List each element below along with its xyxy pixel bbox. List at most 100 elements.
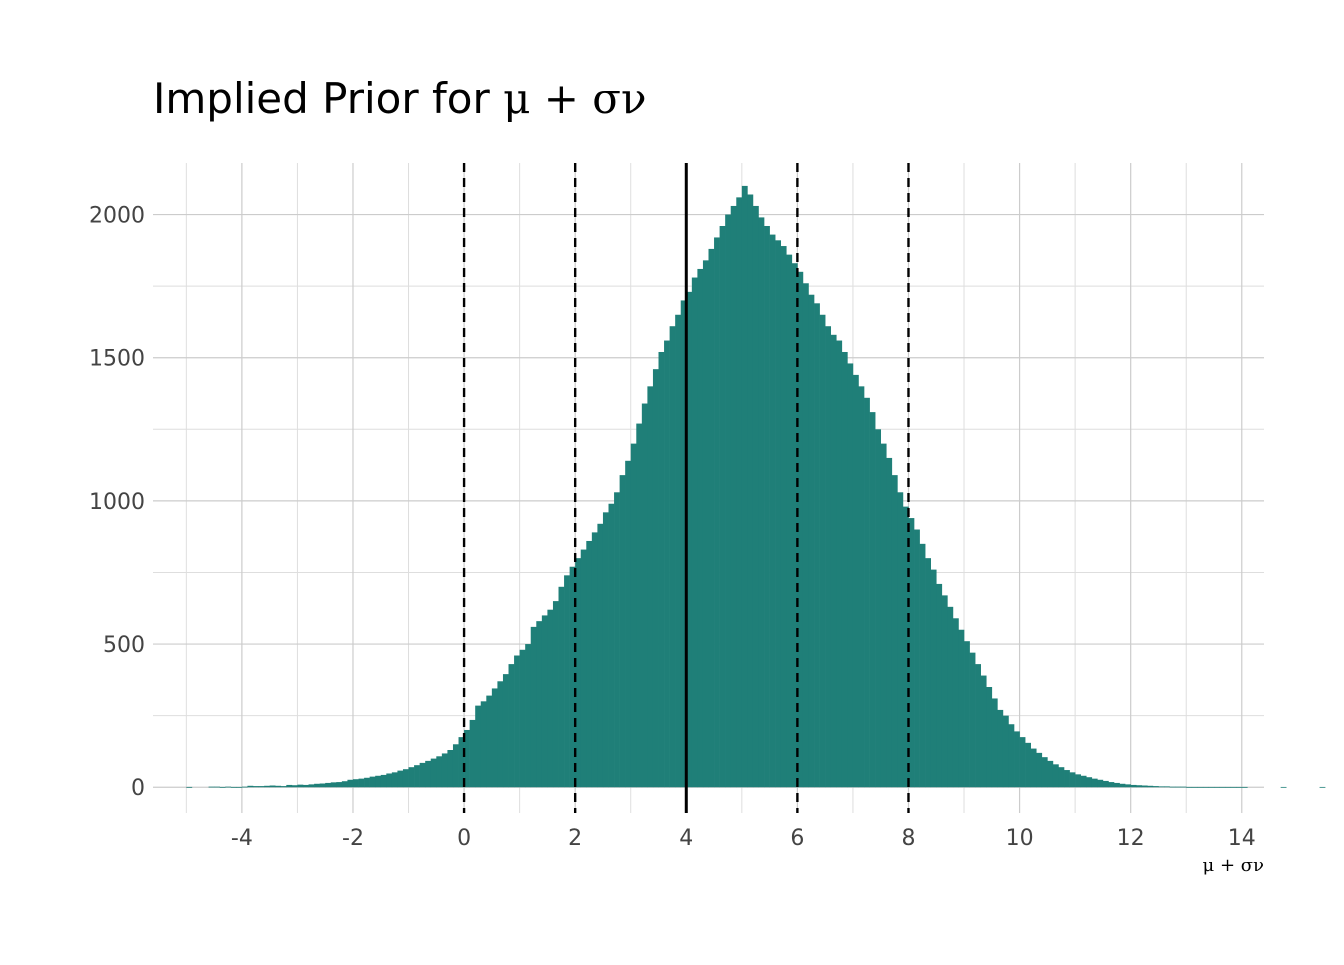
histogram-bar <box>580 549 587 788</box>
histogram-bar <box>408 767 415 788</box>
histogram-bar <box>1225 786 1231 788</box>
histogram-bar <box>447 750 454 788</box>
histogram-bar <box>697 268 704 788</box>
histogram-bar <box>680 300 687 788</box>
histogram-bar <box>1175 786 1181 788</box>
y-tick-label: 2000 <box>89 204 145 229</box>
histogram-bar <box>1230 786 1237 788</box>
histogram-bar <box>947 606 954 788</box>
histogram-bar <box>497 681 504 788</box>
histogram-bar <box>825 326 832 788</box>
chart-title-math: μ + σν <box>503 74 647 123</box>
histogram-bar <box>1091 778 1098 788</box>
x-tick-label: 12 <box>1117 826 1145 851</box>
x-axis-label: μ + σν <box>1203 855 1264 876</box>
histogram-bar <box>836 340 843 788</box>
histogram-bar <box>1041 757 1048 788</box>
histogram-bar <box>714 237 720 788</box>
histogram-bar <box>969 652 976 788</box>
histogram-bar <box>736 197 743 788</box>
histogram-bar <box>1158 786 1165 788</box>
histogram-bar <box>1186 786 1193 788</box>
histogram-bar <box>602 512 609 788</box>
histogram-bar <box>647 386 654 788</box>
histogram-bar <box>252 786 259 788</box>
histogram-bar <box>391 772 398 788</box>
x-axis-ticks: -4 -2 0 2 4 6 8 10 12 14 <box>231 826 1256 851</box>
histogram-bar <box>897 492 904 788</box>
histogram-bar <box>1147 785 1154 788</box>
chart-title: Implied Prior for μ + σν <box>153 74 647 123</box>
histogram-bar <box>1119 783 1126 788</box>
histogram-bar <box>519 649 526 788</box>
histogram-bar <box>958 629 965 788</box>
histogram-bar <box>1058 767 1065 788</box>
histogram-bar <box>797 271 804 788</box>
histogram-bar <box>452 744 459 788</box>
histogram-bar <box>919 543 926 788</box>
histogram-bar <box>386 773 393 788</box>
x-tick-label: 10 <box>1006 826 1034 851</box>
histogram-bar <box>364 777 370 788</box>
histogram-bar <box>419 762 426 788</box>
histogram-bar <box>402 769 409 788</box>
histogram-bar <box>1069 772 1076 788</box>
histogram-bar <box>486 695 493 788</box>
histogram-bar <box>330 782 337 788</box>
histogram-bar <box>558 586 565 788</box>
histogram-bar <box>852 374 859 788</box>
histogram-bar <box>1141 785 1148 788</box>
histogram-bar <box>1125 784 1131 788</box>
histogram-bar <box>691 277 698 788</box>
histogram-bar <box>775 240 782 788</box>
histogram-bar <box>1047 760 1054 788</box>
histogram-bar <box>575 558 582 788</box>
histogram-bar <box>186 786 193 788</box>
histogram-bar <box>808 294 815 788</box>
histogram-bar <box>1019 737 1026 788</box>
histogram-bar <box>586 540 593 788</box>
histogram-bar <box>230 786 237 788</box>
x-tick-label: -2 <box>342 826 364 851</box>
histogram-bar <box>597 523 604 788</box>
y-tick-label: 500 <box>103 633 145 658</box>
histogram-bar <box>1052 764 1059 788</box>
histogram-bar <box>1014 731 1020 788</box>
histogram-bar <box>1236 786 1243 788</box>
histogram-bar <box>725 214 732 788</box>
histogram-bar <box>1208 786 1215 788</box>
histogram-bar <box>1002 715 1009 788</box>
histogram-bar <box>264 785 270 788</box>
histogram-bar <box>786 254 793 788</box>
histogram-bar <box>614 492 620 788</box>
histogram-bar <box>358 778 365 788</box>
histogram-bars <box>186 185 1326 788</box>
histogram-bar <box>347 779 354 788</box>
x-tick-label: 2 <box>568 826 582 851</box>
histogram-bar <box>875 429 882 788</box>
y-tick-label: 0 <box>131 776 145 801</box>
y-axis-ticks: 0 500 1000 1500 2000 <box>89 204 145 802</box>
histogram-bar <box>791 263 798 788</box>
histogram-bar <box>819 314 826 788</box>
histogram-bar <box>514 655 520 788</box>
histogram-bar <box>1202 786 1209 788</box>
histogram-bar <box>636 423 643 788</box>
histogram-bar <box>1025 742 1031 788</box>
histogram-bar <box>464 729 470 788</box>
histogram-bar <box>708 248 715 788</box>
histogram-bar <box>1108 782 1115 788</box>
histogram-bar <box>686 291 693 788</box>
histogram-bar <box>847 363 854 788</box>
histogram-bar <box>369 776 376 788</box>
histogram-bar <box>1086 777 1093 788</box>
histogram-bar <box>280 786 287 788</box>
histogram-bar <box>1036 752 1043 788</box>
histogram-bar <box>530 626 537 788</box>
histogram-bar <box>269 785 276 788</box>
histogram-bar <box>841 351 848 788</box>
histogram-bar <box>375 775 382 788</box>
histogram-bar <box>652 369 659 788</box>
histogram-bar <box>286 784 293 788</box>
